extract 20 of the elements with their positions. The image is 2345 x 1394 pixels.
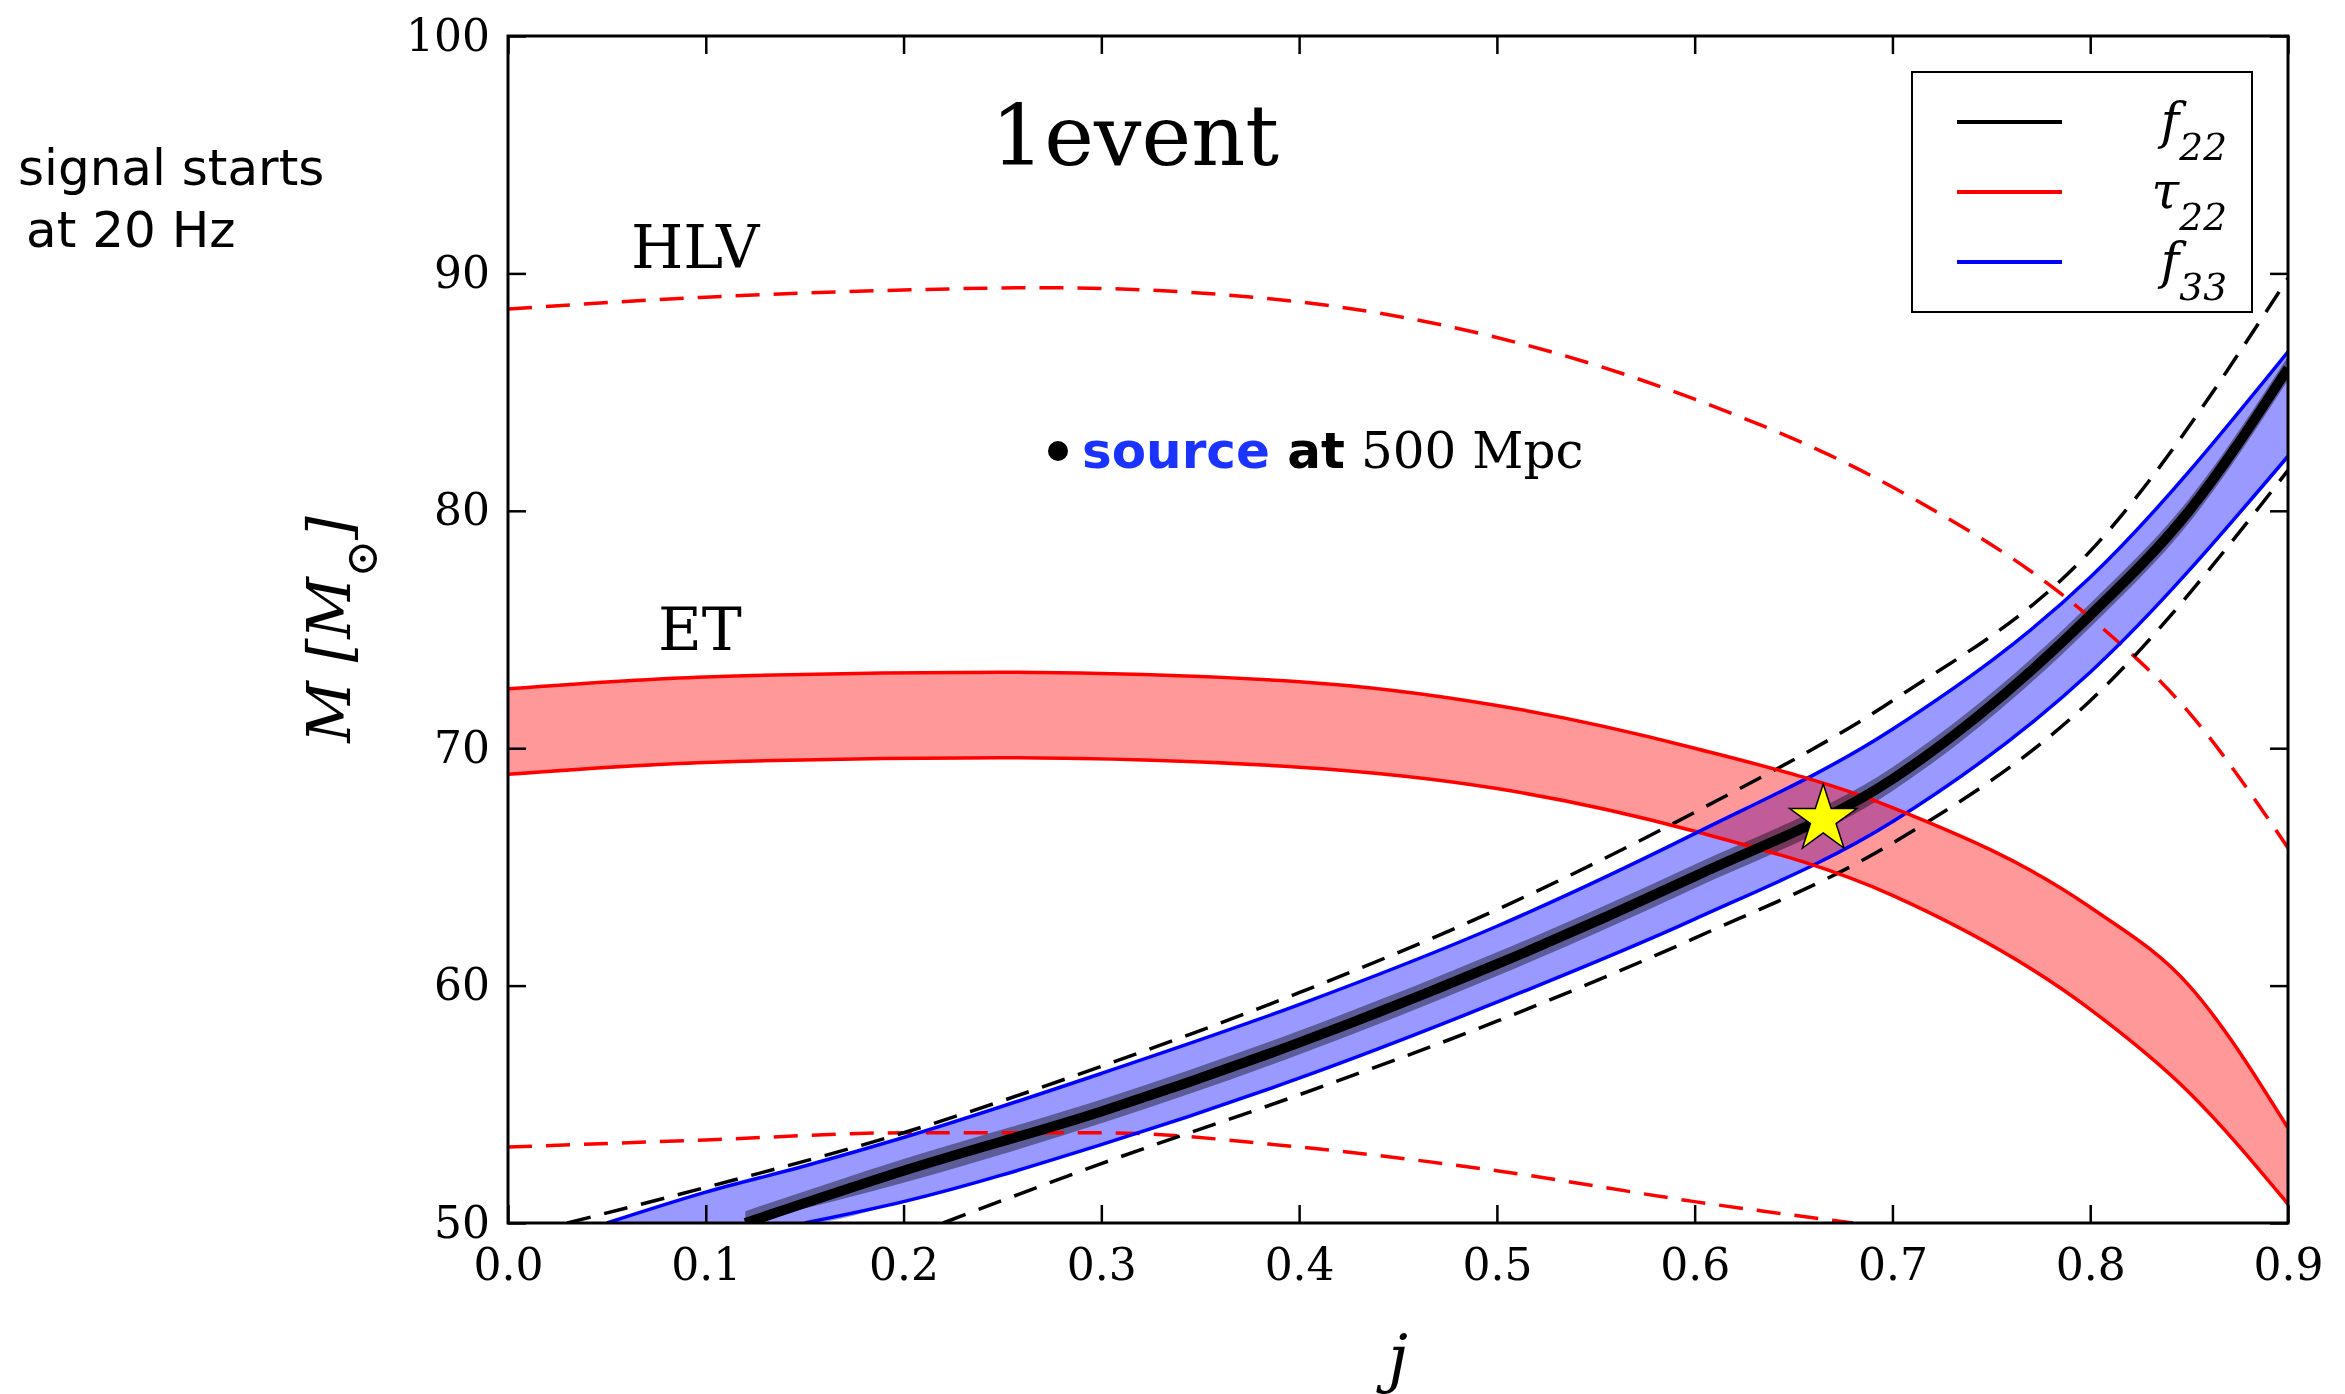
x-tick-label: 0.6: [1660, 1239, 1731, 1291]
x-tick-label: 0.7: [1857, 1239, 1928, 1291]
y-tick-label: 100: [406, 9, 490, 61]
x-tick-label: 0.3: [1066, 1239, 1137, 1291]
x-tick-label: 0.1: [671, 1239, 742, 1291]
annotation: HLV: [631, 212, 762, 282]
y-tick-label: 90: [434, 246, 490, 298]
x-tick-label: 0.8: [2055, 1239, 2126, 1291]
text: signal starts at 20 Hz: [18, 139, 325, 259]
y-tick-label: 60: [434, 959, 490, 1011]
y-tick-label: 80: [434, 484, 490, 536]
annotation: ET: [658, 594, 742, 664]
x-tick-label: 0.0: [473, 1239, 544, 1291]
x-tick-label: 0.4: [1264, 1239, 1335, 1291]
x-tick-label: 0.5: [1462, 1239, 1533, 1291]
y-tick-label: 70: [434, 721, 490, 773]
x-tick-label: 0.9: [2253, 1239, 2324, 1291]
x-tick-label: 0.2: [869, 1239, 940, 1291]
annotation: source at 500 Mpc: [1082, 422, 1584, 480]
annotation: 1event: [990, 87, 1280, 185]
